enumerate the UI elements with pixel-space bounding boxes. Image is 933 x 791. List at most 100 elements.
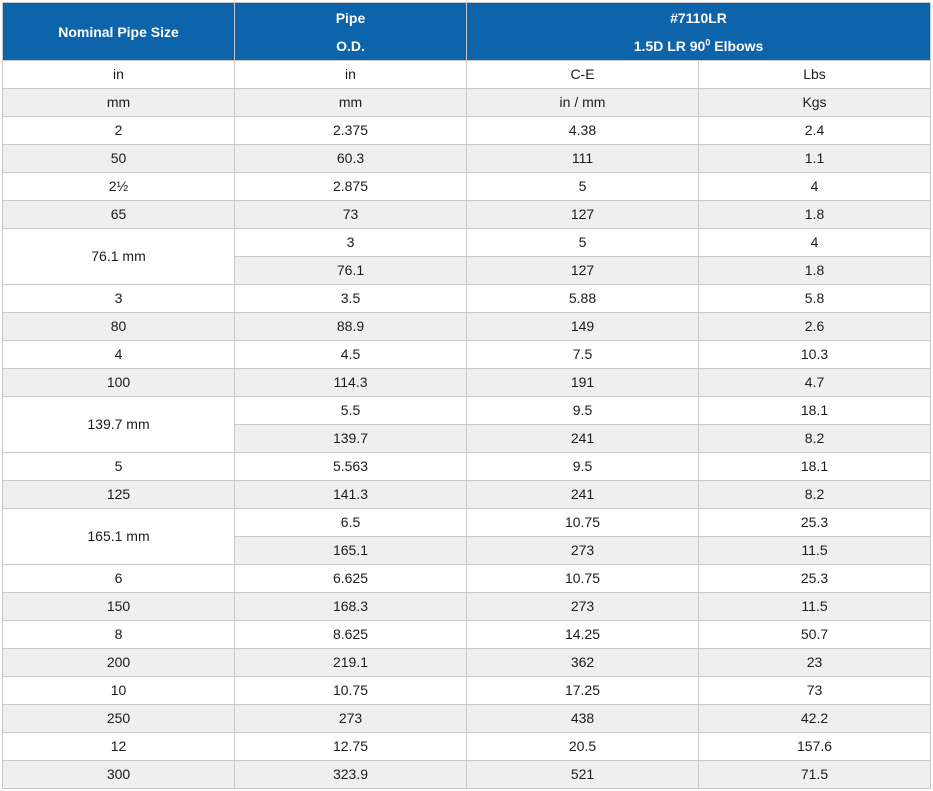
- table-cell: 73: [234, 200, 467, 229]
- row-label-cell: 165.1 mm: [2, 508, 235, 565]
- row-label-cell: 139.7 mm: [2, 396, 235, 453]
- table-row: 76.1 127 1.8: [3, 256, 931, 285]
- table-cell: 9.5: [466, 452, 699, 481]
- row-label-cell: 4: [2, 340, 235, 369]
- header-od-label: O.D.: [336, 37, 365, 54]
- table-cell: 10.75: [466, 564, 699, 593]
- row-label-cell: 76.1 mm: [2, 228, 235, 285]
- table-cell: 8.2: [698, 480, 931, 509]
- table-cell: 241: [466, 480, 699, 509]
- table-cell: 60.3: [234, 144, 467, 173]
- row-label-cell: 125: [2, 480, 235, 509]
- table-cell: 5.563: [234, 452, 467, 481]
- table-cell: 7.5: [466, 340, 699, 369]
- table-cell: 12.75: [234, 732, 467, 761]
- table-cell: 149: [466, 312, 699, 341]
- table-cell: 18.1: [698, 452, 931, 481]
- table-cell: 5: [466, 172, 699, 201]
- header-pipe-od: Pipe O.D.: [234, 2, 467, 61]
- row-label-cell: 5: [2, 452, 235, 481]
- table-cell: 4.5: [234, 340, 467, 369]
- table-cell: 18.1: [698, 396, 931, 425]
- table-body: in in C-E Lbs mm mm in / mm Kgs 2 2.375 4.38 2.4 50 6…: [2, 60, 931, 789]
- table-cell: 4.7: [698, 368, 931, 397]
- table-cell: C-E: [466, 60, 699, 89]
- table-cell: mm: [2, 88, 235, 117]
- table-cell: 3: [234, 228, 467, 257]
- table-cell: 10.3: [698, 340, 931, 369]
- table-cell: 157.6: [698, 732, 931, 761]
- table-cell: Kgs: [698, 88, 931, 117]
- table-cell: 2.375: [234, 116, 467, 145]
- table-cell: Lbs: [698, 60, 931, 89]
- table-row: 4 4.5 7.5 10.3: [2, 340, 931, 369]
- table-cell: 4: [698, 228, 931, 257]
- table-cell: 241: [466, 424, 699, 453]
- table-cell: 5.88: [466, 284, 699, 313]
- table-cell: 362: [466, 648, 699, 677]
- row-label-cell: 2: [2, 116, 235, 145]
- table-cell: 5: [466, 228, 699, 257]
- table-cell: 8.2: [698, 424, 931, 453]
- table-cell: 114.3: [234, 368, 467, 397]
- table-row: 65 73 127 1.8: [2, 200, 931, 229]
- table-row: mm mm in / mm Kgs: [2, 88, 931, 117]
- table-cell: in / mm: [466, 88, 699, 117]
- table-row: 6 6.625 10.75 25.3: [2, 564, 931, 593]
- table-cell: 88.9: [234, 312, 467, 341]
- table-cell: 10.75: [234, 676, 467, 705]
- table-cell: 127: [466, 256, 699, 285]
- table-row: 139.7 241 8.2: [3, 424, 931, 453]
- table-cell: in: [2, 60, 235, 89]
- table-cell: 20.5: [466, 732, 699, 761]
- table-cell: 6.625: [234, 564, 467, 593]
- table-cell: 8.625: [234, 620, 467, 649]
- table-row: 150 168.3 273 11.5: [2, 592, 931, 621]
- table-cell: 50.7: [698, 620, 931, 649]
- table-row: 300 323.9 521 71.5: [2, 760, 931, 789]
- table-cell: 127: [466, 200, 699, 229]
- header-product: #7110LR 1.5D LR 900 Elbows: [466, 2, 931, 61]
- table-cell: 23: [698, 648, 931, 677]
- table-cell: 1.8: [698, 256, 931, 285]
- row-label-cell: 80: [2, 312, 235, 341]
- table-row: 200 219.1 362 23: [2, 648, 931, 677]
- row-label-cell: 3: [2, 284, 235, 313]
- table-cell: 323.9: [234, 760, 467, 789]
- table-row: 2½ 2.875 5 4: [2, 172, 931, 201]
- row-label-cell: 250: [2, 704, 235, 733]
- table-row: 12 12.75 20.5 157.6: [2, 732, 931, 761]
- table-cell: 73: [698, 676, 931, 705]
- table-cell: 219.1: [234, 648, 467, 677]
- table-cell: 139.7: [234, 424, 467, 453]
- row-label-cell: 6: [2, 564, 235, 593]
- table-row: 100 114.3 191 4.7: [2, 368, 931, 397]
- table-row: 165.1 mm 6.5 10.75 25.3: [2, 508, 931, 565]
- table-cell: 5.5: [234, 396, 467, 425]
- table-cell: 5.8: [698, 284, 931, 313]
- table-cell: 11.5: [698, 536, 931, 565]
- table-cell: 9.5: [466, 396, 699, 425]
- table-row: 165.1 273 11.5: [3, 536, 931, 565]
- row-label-cell: 65: [2, 200, 235, 229]
- table-row: 3 3.5 5.88 5.8: [2, 284, 931, 313]
- table-cell: 165.1: [234, 536, 467, 565]
- table-cell: 6.5: [234, 508, 467, 537]
- table-cell: 4: [698, 172, 931, 201]
- table-cell: 273: [466, 536, 699, 565]
- table-cell: 168.3: [234, 592, 467, 621]
- row-label-cell: 10: [2, 676, 235, 705]
- table-cell: 4.38: [466, 116, 699, 145]
- header-product-desc: 1.5D LR 900 Elbows: [467, 32, 930, 60]
- header-pipe-label: Pipe: [335, 9, 366, 26]
- row-label-cell: 2½: [2, 172, 235, 201]
- header-nominal-pipe-size: Nominal Pipe Size: [2, 2, 235, 61]
- table-row: 250 273 438 42.2: [2, 704, 931, 733]
- table-row: 2 2.375 4.38 2.4: [2, 116, 931, 145]
- row-label-cell: 8: [2, 620, 235, 649]
- table-cell: 76.1: [234, 256, 467, 285]
- table-cell: 25.3: [698, 564, 931, 593]
- table-cell: 42.2: [698, 704, 931, 733]
